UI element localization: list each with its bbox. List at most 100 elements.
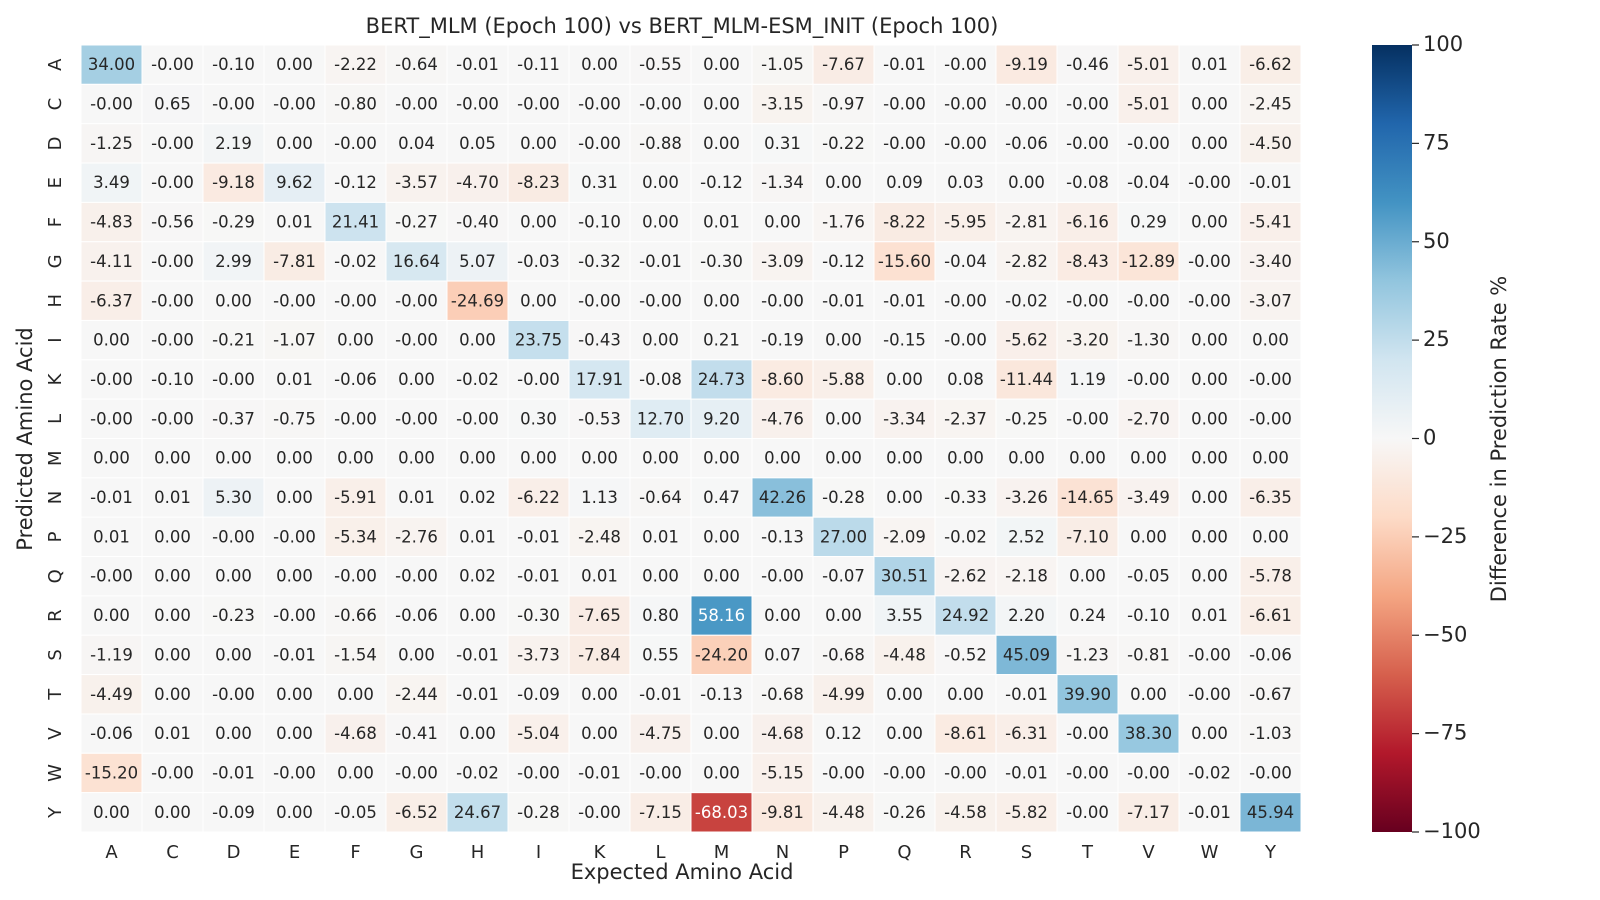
heatmap-cell xyxy=(202,556,265,597)
cell-value-label: -3.09 xyxy=(761,252,804,271)
heatmap-cell xyxy=(751,792,814,833)
cell-value-label: -0.06 xyxy=(1005,134,1048,153)
cell-value-label: -0.00 xyxy=(334,567,377,586)
cell-value-label: 0.00 xyxy=(154,449,191,468)
cell-value-label: 0.00 xyxy=(947,685,984,704)
cell-value-label: 0.00 xyxy=(642,449,679,468)
cell-value-label: -0.06 xyxy=(90,724,133,743)
x-tick-label: W xyxy=(1201,842,1219,863)
heatmap-cell xyxy=(324,516,387,558)
cell-value-label: -0.21 xyxy=(212,331,255,350)
cell-value-label: 0.00 xyxy=(886,370,923,389)
cell-value-label: -4.68 xyxy=(334,724,377,743)
cell-value-label: 0.00 xyxy=(1069,449,1106,468)
heatmap-cell xyxy=(80,44,143,85)
cell-value-label: -0.01 xyxy=(578,763,621,782)
heatmap-cell xyxy=(812,162,875,203)
heatmap-cell xyxy=(1239,280,1302,321)
cell-value-label: -0.05 xyxy=(334,803,377,822)
cell-value-label: 0.00 xyxy=(154,567,191,586)
heatmap-cell xyxy=(1178,201,1241,243)
cell-value-label: -0.00 xyxy=(151,173,194,192)
cell-value-label: -0.80 xyxy=(334,95,377,114)
colorbar-label: Difference in Prediction Rate % xyxy=(1487,276,1511,603)
cell-value-label: 0.00 xyxy=(1191,95,1228,114)
heatmap-cell xyxy=(873,398,936,439)
heatmap-cell xyxy=(995,83,1058,125)
heatmap-cell xyxy=(507,319,570,361)
heatmap-cell xyxy=(751,556,814,597)
cell-value-label: -0.53 xyxy=(578,409,621,428)
cell-value-label: -0.01 xyxy=(639,252,682,271)
heatmap-cell xyxy=(385,280,448,321)
heatmap-cell xyxy=(812,241,875,282)
cell-value-label: -4.75 xyxy=(639,724,682,743)
cell-value-label: -0.00 xyxy=(334,409,377,428)
heatmap-cell xyxy=(1178,359,1241,400)
y-tick-label: M xyxy=(45,450,66,466)
cell-value-label: -6.61 xyxy=(1249,606,1292,625)
heatmap-cell xyxy=(80,713,143,754)
heatmap-cell xyxy=(263,162,326,203)
cell-value-label: -0.00 xyxy=(151,409,194,428)
y-tick-label: N xyxy=(45,491,66,504)
heatmap-cell xyxy=(568,201,631,243)
cell-value-label: -0.01 xyxy=(883,291,926,310)
cell-value-label: -0.13 xyxy=(761,527,804,546)
heatmap-cell xyxy=(751,44,814,85)
colorbar-tick-label: 100 xyxy=(1423,32,1463,56)
x-tick-label: V xyxy=(1142,842,1155,863)
cell-value-label: 0.00 xyxy=(1069,567,1106,586)
cell-value-label: 0.01 xyxy=(93,527,130,546)
heatmap-cell xyxy=(690,713,753,754)
x-tick-label: C xyxy=(166,842,179,863)
cell-value-label: 0.02 xyxy=(459,488,496,507)
cell-value-label: -3.57 xyxy=(395,173,438,192)
cell-value-label: -0.00 xyxy=(517,763,560,782)
cell-value-label: -0.29 xyxy=(212,213,255,232)
cell-value-label: -0.00 xyxy=(944,763,987,782)
heatmap-cell xyxy=(1239,162,1302,203)
heatmap-cell xyxy=(1178,280,1241,321)
cell-value-label: -7.84 xyxy=(578,645,621,664)
cell-value-label: -0.00 xyxy=(1188,685,1231,704)
cell-value-label: 0.00 xyxy=(459,331,496,350)
cell-value-label: -4.49 xyxy=(90,685,133,704)
heatmap-cell xyxy=(995,516,1058,558)
heatmap-cell xyxy=(263,595,326,636)
heatmap-cell xyxy=(1178,123,1241,164)
cell-value-label: 0.00 xyxy=(642,173,679,192)
cell-value-label: -14.65 xyxy=(1061,488,1114,507)
cell-value-label: -2.18 xyxy=(1005,567,1048,586)
heatmap-cell xyxy=(141,634,204,676)
cell-value-label: 0.01 xyxy=(1191,606,1228,625)
heatmap-cell xyxy=(1239,595,1302,636)
cell-value-label: -3.73 xyxy=(517,645,560,664)
heatmap-cell xyxy=(1056,595,1119,636)
cell-value-label: -0.68 xyxy=(761,685,804,704)
heatmap-cell xyxy=(141,201,204,243)
heatmap-cell xyxy=(202,123,265,164)
cell-value-label: -0.02 xyxy=(456,370,499,389)
heatmap-cell xyxy=(507,162,570,203)
cell-value-label: 0.00 xyxy=(398,449,435,468)
heatmap-cell xyxy=(995,201,1058,243)
cell-value-label: 0.00 xyxy=(642,213,679,232)
cell-value-label: 0.00 xyxy=(703,95,740,114)
cell-value-label: -1.05 xyxy=(761,55,804,74)
cell-value-label: 0.00 xyxy=(886,685,923,704)
cell-value-label: 16.64 xyxy=(393,252,440,271)
heatmap-cell xyxy=(873,44,936,85)
cell-value-label: -0.97 xyxy=(822,95,865,114)
cell-value-label: -8.23 xyxy=(517,173,560,192)
cell-value-label: -0.00 xyxy=(578,134,621,153)
heatmap-cell xyxy=(568,595,631,636)
heatmap-cell xyxy=(1117,556,1180,597)
cell-value-label: 0.00 xyxy=(1252,527,1289,546)
cell-value-label: -7.81 xyxy=(273,252,316,271)
heatmap-cell xyxy=(629,477,692,518)
cell-value-label: 0.00 xyxy=(276,567,313,586)
cell-value-label: -0.81 xyxy=(1127,645,1170,664)
heatmap-cell xyxy=(446,792,509,833)
